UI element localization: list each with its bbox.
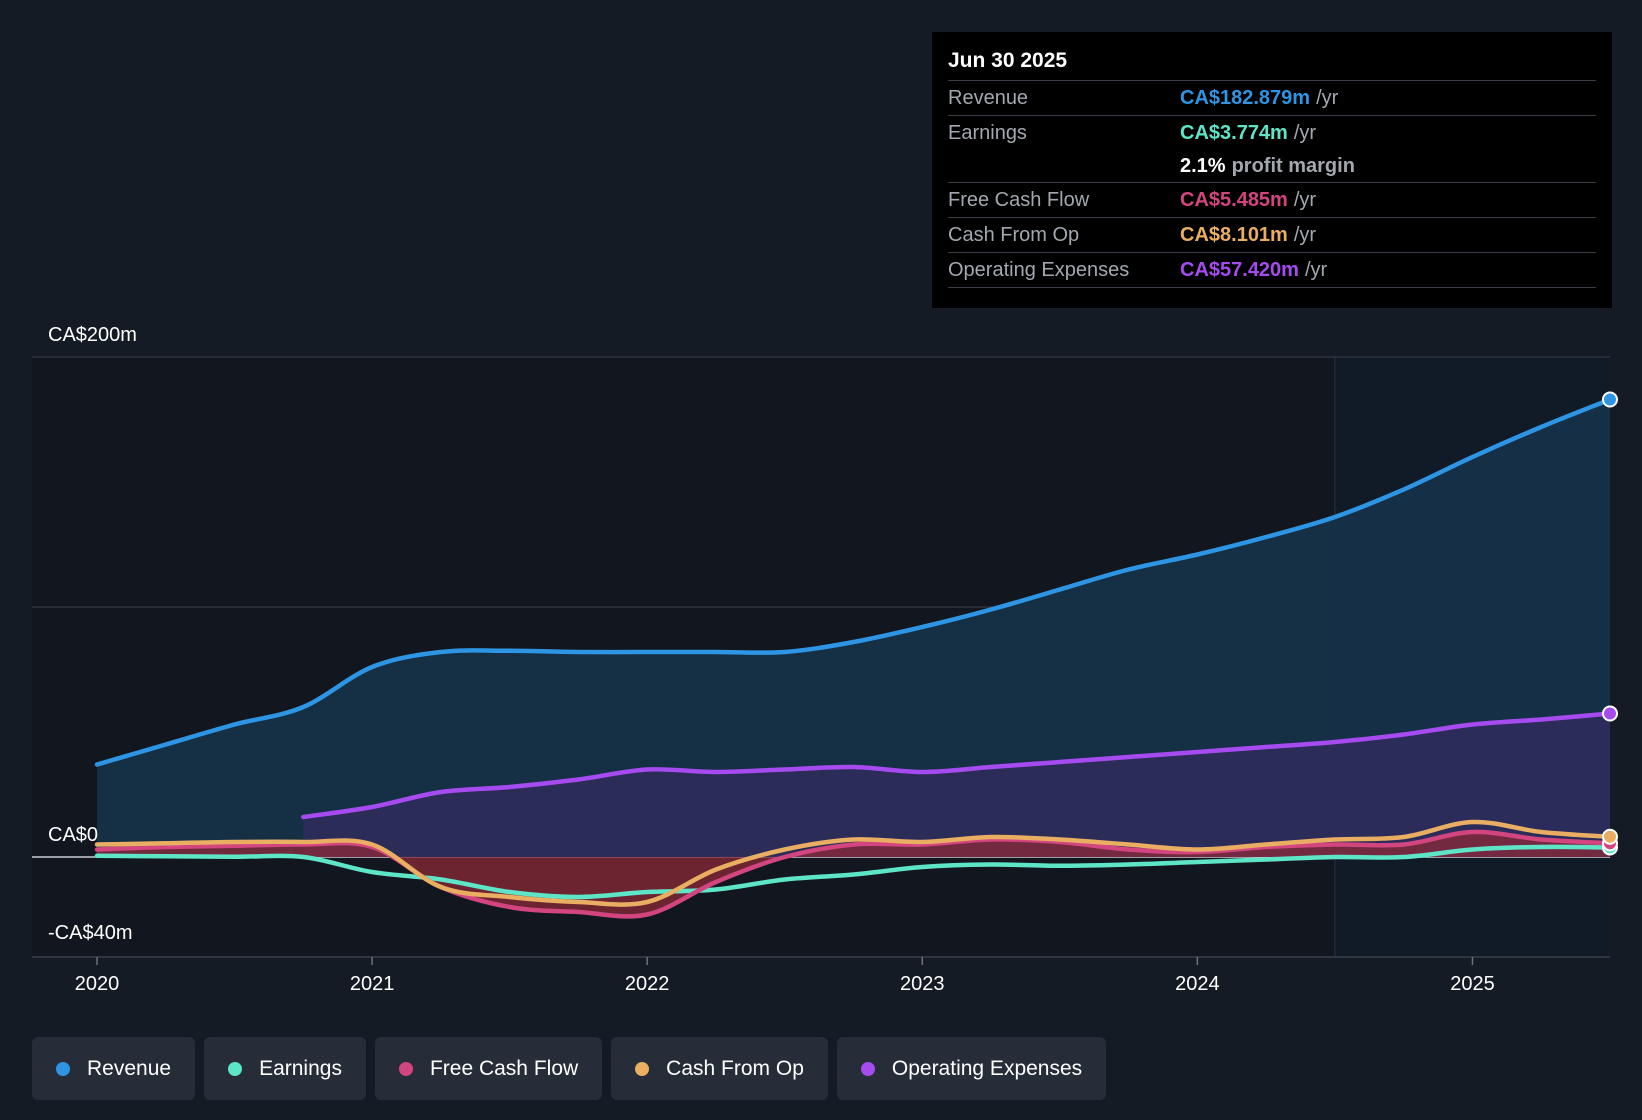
tooltip-row-fcf: Free Cash Flow CA$5.485m /yr [948,183,1596,218]
tooltip-row-opex: Operating Expenses CA$57.420m /yr [948,253,1596,288]
tooltip-panel: Jun 30 2025 Revenue CA$182.879m /yr Earn… [932,32,1612,308]
cfo-line [94,819,1613,907]
tooltip-value-fcf: CA$5.485m [1180,189,1288,211]
chart-legend: Revenue Earnings Free Cash Flow Cash Fro… [32,1037,1107,1100]
tooltip-unit: /yr [1293,122,1317,144]
tooltip-margin-label: profit margin [1231,155,1355,177]
earnings-line [94,844,1613,900]
fcf-line [94,829,1613,919]
tooltip-margin-value: 2.1% [1180,155,1226,177]
tooltip-unit: /yr [1293,189,1317,211]
x-tick-label: 2020 [75,973,120,995]
fcf-dot-icon [398,1061,413,1076]
legend-label: Cash From Op [666,1056,804,1080]
legend-item-revenue[interactable]: Revenue [32,1037,196,1100]
legend-item-fcf[interactable]: Free Cash Flow [374,1037,603,1100]
earnings-dot-icon [228,1061,243,1076]
legend-item-cfo[interactable]: Cash From Op [611,1037,828,1100]
y-tick-label: CA$0 [48,824,98,846]
tooltip-unit: /yr [1316,87,1339,109]
cfo-dot-icon [635,1061,650,1076]
y-tick-label: CA$200m [48,324,137,346]
tooltip-label: Operating Expenses [948,259,1130,281]
opex-dot-icon [860,1061,875,1076]
tooltip-row-cfo: Cash From Op CA$8.101m /yr [948,218,1596,253]
tooltip-date: Jun 30 2025 [948,46,1596,81]
tooltip-value-opex: CA$57.420m [1180,259,1299,281]
x-tick-label: 2023 [900,973,945,995]
opex-area [303,713,1610,857]
opex-end-marker [1602,705,1618,722]
revenue-line [94,397,1613,767]
legend-item-opex[interactable]: Operating Expenses [836,1037,1107,1100]
tooltip-row-revenue: Revenue CA$182.879m /yr [948,81,1596,116]
tooltip-unit: /yr [1304,259,1328,281]
tooltip-value-earnings: CA$3.774m [1180,122,1288,144]
tooltip-label: Cash From Op [948,224,1080,246]
tooltip-label: Revenue [948,87,1029,109]
x-tick-label: 2024 [1175,973,1220,995]
tooltip-spacer [948,150,1180,182]
tooltip-label: Earnings [948,122,1027,144]
revenue-dot-icon [56,1061,70,1076]
x-tick-label: 2022 [625,973,670,995]
tooltip-value-revenue: CA$182.879m [1180,87,1311,109]
tooltip-unit: /yr [1293,224,1317,246]
opex-line [301,711,1613,820]
cfo-end-marker [1602,828,1618,845]
x-tick-label: 2021 [350,973,395,995]
legend-label: Earnings [259,1056,342,1080]
revenue-area [97,399,1610,857]
tooltip-row-earnings: Earnings CA$3.774m /yr [948,116,1596,150]
revenue-end-marker [1602,391,1618,408]
tooltip-row-margin: 2.1% profit margin [948,150,1596,183]
legend-label: Revenue [87,1056,172,1080]
legend-item-earnings[interactable]: Earnings [204,1037,366,1100]
legend-label: Free Cash Flow [429,1056,579,1080]
y-tick-label: -CA$40m [48,922,132,944]
legend-label: Operating Expenses [891,1056,1083,1080]
tooltip-label: Free Cash Flow [948,189,1090,211]
tooltip-value-cfo: CA$8.101m [1180,224,1288,246]
x-tick-label: 2025 [1450,973,1495,995]
